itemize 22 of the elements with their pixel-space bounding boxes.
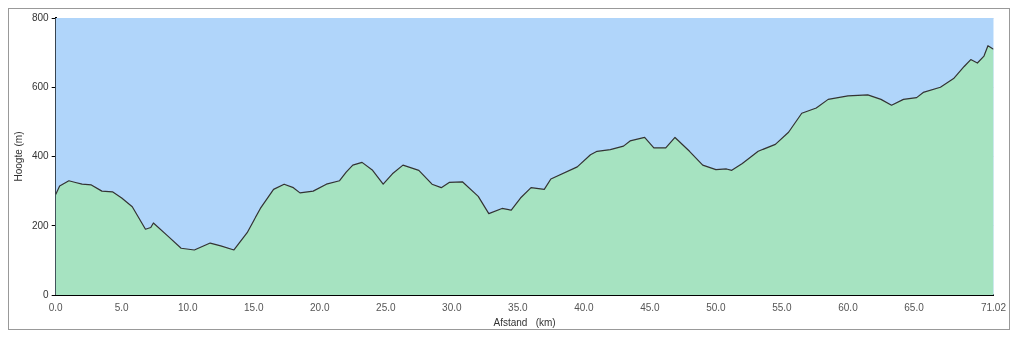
x-tick-label: 30.0 bbox=[442, 301, 462, 313]
x-tick-label: 71.02 bbox=[980, 301, 1007, 313]
y-tick-label: 600 bbox=[32, 81, 50, 92]
x-axis-title: Afstand (km) bbox=[493, 316, 556, 328]
x-tick-label: 40.0 bbox=[574, 301, 595, 313]
x-tick-label: 10.0 bbox=[178, 301, 198, 313]
x-tick-label: 15.0 bbox=[244, 301, 264, 313]
y-axis-title: Hoogte (m) bbox=[12, 131, 24, 182]
y-tick-label: 0 bbox=[43, 288, 50, 300]
x-tick-label: 20.0 bbox=[310, 301, 330, 313]
x-tick-label: 50.0 bbox=[706, 301, 727, 313]
x-tick-label: 55.0 bbox=[772, 301, 793, 313]
y-tick-label: 400 bbox=[32, 150, 50, 162]
x-tick-label: 60.0 bbox=[838, 301, 859, 313]
y-tick-label: 800 bbox=[32, 11, 50, 23]
x-tick-label: 5.0 bbox=[114, 301, 130, 313]
x-tick-label: 25.0 bbox=[376, 301, 396, 313]
x-tick-label: 45.0 bbox=[640, 301, 661, 313]
x-tick-label: 0.0 bbox=[48, 301, 64, 313]
x-tick-label: 35.0 bbox=[508, 301, 529, 313]
y-tick-label: 200 bbox=[32, 219, 50, 231]
x-tick-label: 65.0 bbox=[904, 301, 925, 313]
